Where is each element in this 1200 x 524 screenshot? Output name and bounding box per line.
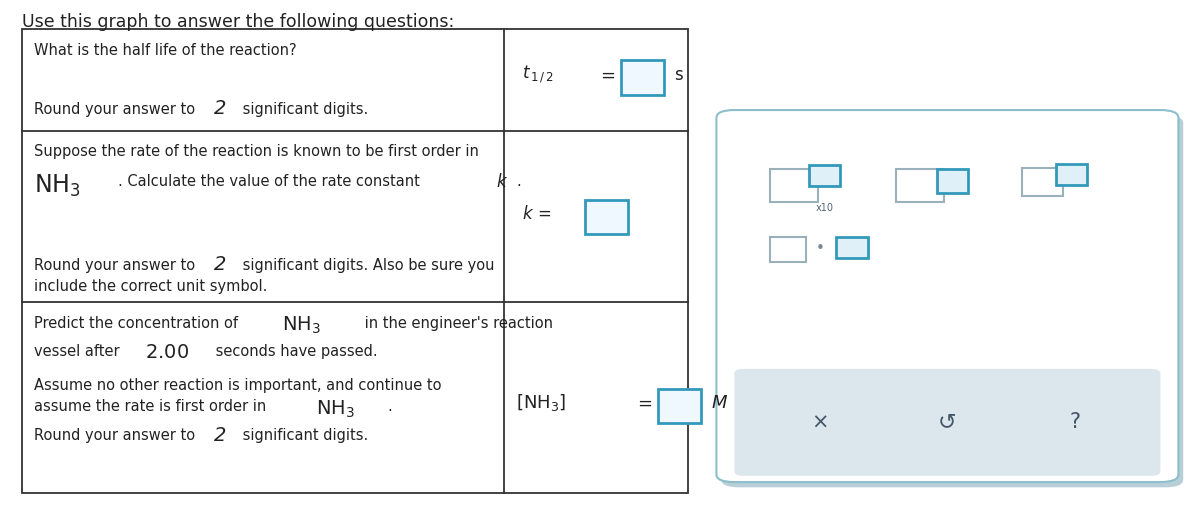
Text: $\mathrm{NH_3}$: $\mathrm{NH_3}$ bbox=[34, 173, 80, 199]
Text: $\mathrm{NH_3}$: $\mathrm{NH_3}$ bbox=[316, 398, 354, 420]
Text: 2: 2 bbox=[214, 425, 226, 444]
Bar bbox=[584, 200, 628, 234]
Text: $2.00$: $2.00$ bbox=[145, 343, 190, 362]
Text: 2: 2 bbox=[214, 100, 226, 118]
Bar bbox=[937, 169, 968, 193]
Text: vessel after: vessel after bbox=[34, 344, 124, 359]
Text: Round your answer to: Round your answer to bbox=[34, 428, 199, 443]
Text: 2: 2 bbox=[214, 255, 226, 274]
FancyBboxPatch shape bbox=[721, 115, 1183, 487]
Text: Predict the concentration of: Predict the concentration of bbox=[34, 315, 242, 331]
Text: Round your answer to: Round your answer to bbox=[34, 102, 199, 117]
Text: in the engineer's reaction: in the engineer's reaction bbox=[360, 315, 553, 331]
Bar bbox=[1056, 164, 1087, 185]
Text: ↺: ↺ bbox=[938, 412, 956, 432]
Text: $=$: $=$ bbox=[634, 394, 653, 412]
Bar bbox=[809, 165, 840, 186]
Bar bbox=[22, 29, 688, 493]
Bar bbox=[836, 237, 868, 258]
Text: Round your answer to: Round your answer to bbox=[34, 258, 199, 273]
Text: $\left[\mathrm{NH_3}\right]$: $\left[\mathrm{NH_3}\right]$ bbox=[516, 392, 566, 413]
Text: $k$: $k$ bbox=[496, 173, 508, 191]
FancyBboxPatch shape bbox=[716, 110, 1178, 482]
Bar bbox=[620, 60, 664, 94]
Text: •: • bbox=[816, 242, 824, 256]
Text: .: . bbox=[516, 174, 521, 189]
Text: seconds have passed.: seconds have passed. bbox=[211, 344, 378, 359]
Text: significant digits. Also be sure you: significant digits. Also be sure you bbox=[238, 258, 494, 273]
Text: $=$: $=$ bbox=[596, 66, 616, 84]
Text: significant digits.: significant digits. bbox=[238, 102, 368, 117]
Text: significant digits.: significant digits. bbox=[238, 428, 368, 443]
Text: . Calculate the value of the rate constant: . Calculate the value of the rate consta… bbox=[118, 174, 424, 189]
FancyBboxPatch shape bbox=[734, 369, 1160, 476]
Text: s: s bbox=[673, 66, 683, 84]
Text: Use this graph to answer the following questions:: Use this graph to answer the following q… bbox=[22, 13, 454, 31]
Text: include the correct unit symbol.: include the correct unit symbol. bbox=[34, 279, 266, 294]
Text: $\mathrm{NH_3}$: $\mathrm{NH_3}$ bbox=[282, 314, 320, 336]
Bar bbox=[770, 237, 806, 262]
Text: .: . bbox=[388, 399, 392, 414]
Text: Suppose the rate of the reaction is known to be first order in: Suppose the rate of the reaction is know… bbox=[34, 144, 479, 159]
Text: assume the rate is first order in: assume the rate is first order in bbox=[34, 399, 270, 414]
Text: ?: ? bbox=[1069, 412, 1081, 432]
Text: Assume no other reaction is important, and continue to: Assume no other reaction is important, a… bbox=[34, 378, 442, 394]
Bar bbox=[896, 169, 944, 202]
Bar bbox=[658, 389, 701, 423]
Text: What is the half life of the reaction?: What is the half life of the reaction? bbox=[34, 43, 296, 59]
Bar bbox=[770, 169, 818, 202]
Bar bbox=[1022, 168, 1063, 196]
Text: $M$: $M$ bbox=[710, 394, 728, 412]
Text: $k\,=$: $k\,=$ bbox=[522, 205, 552, 223]
Text: ×: × bbox=[811, 412, 828, 432]
Text: x10: x10 bbox=[816, 203, 834, 213]
Text: $t_{\,1\,/\,2}$: $t_{\,1\,/\,2}$ bbox=[522, 64, 554, 85]
